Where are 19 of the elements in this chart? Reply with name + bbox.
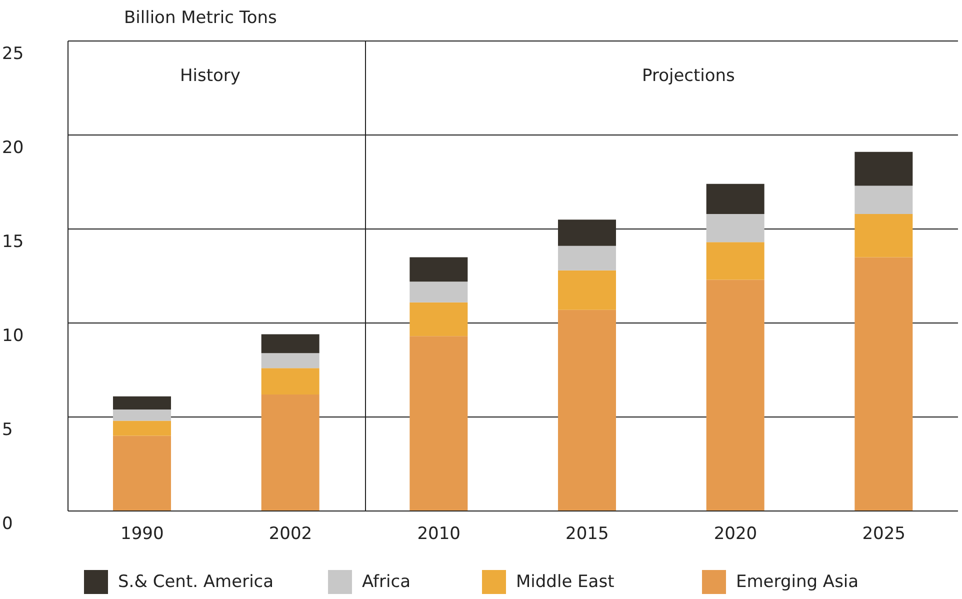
y-tick-label: 0 [2,514,13,534]
legend-label: Emerging Asia [736,572,859,592]
y-tick-label: 20 [2,138,24,158]
x-tick-label: 2025 [862,524,906,544]
x-tick-label: 2002 [268,524,312,544]
annotation: Projections [642,66,735,86]
legend-label: Africa [362,572,410,592]
legend-label: Middle East [516,572,614,592]
y-tick-label: 5 [2,420,13,440]
x-tick-label: 2015 [566,524,609,544]
y-tick-label: 15 [2,232,24,252]
x-tick-label: 1990 [120,524,164,544]
y-axis-title: Billion Metric Tons [124,8,277,28]
y-tick-label: 25 [2,44,24,64]
annotation: History [180,66,240,86]
x-tick-label: 2010 [417,524,460,544]
legend-label: S.& Cent. America [118,572,274,592]
y-tick-label: 10 [2,326,24,346]
x-tick-label: 2020 [714,524,758,544]
